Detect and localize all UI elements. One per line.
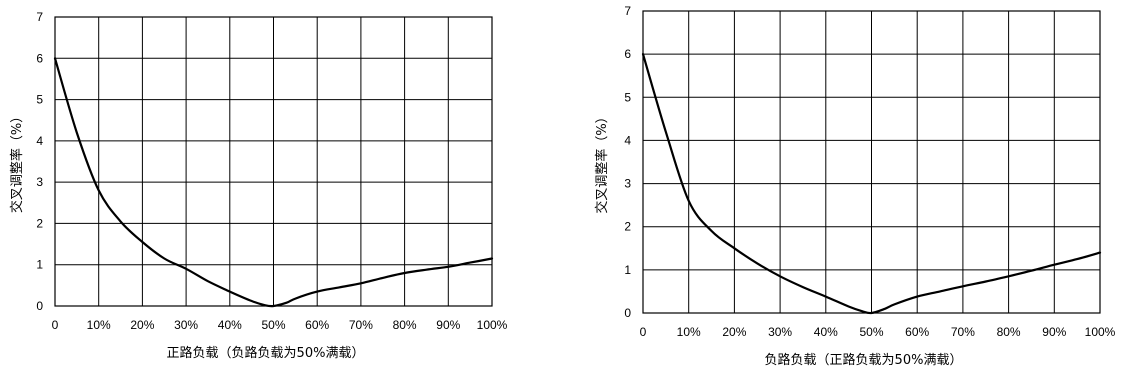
y-tick-label: 6 [624,47,631,61]
x-tick-label: 80% [393,318,417,332]
x-tick-label: 0 [640,325,647,339]
x-tick-label: 70% [951,325,975,339]
x-tick-label: 100% [1085,325,1116,339]
x-axis-title: 负路负载（正路负载为50%满载） [765,352,963,368]
y-tick-label: 2 [36,216,43,230]
series-line [641,53,1102,315]
x-axis-title: 正路负载（负路负载为50%满载） [167,345,365,361]
x-tick-label: 40% [814,325,838,339]
right-chart: 0 1 2 3 4 5 6 7 0 10% 20% 30% 40% 50% 60% 70% 80% 90% 100%… [565,0,1125,378]
x-tick-label: 60% [305,318,329,332]
y-tick-label: 4 [624,133,631,147]
left-chart: 0 1 2 3 4 5 6 7 0 10% 20% 30% 40% 50% 60% 70% 80% 90% 100%… [0,0,560,378]
y-tick-label: 0 [624,306,631,320]
y-tick-label: 6 [36,51,43,65]
y-tick-label: 5 [624,90,631,104]
grid [54,16,493,307]
x-tick-label: 10% [87,318,111,332]
x-tick-label: 20% [722,325,746,339]
x-tick-label: 50% [859,325,883,339]
y-axis-title: 交叉调整率（%） [594,110,610,213]
x-tick-label: 40% [218,318,242,332]
y-tick-label: 1 [36,258,43,272]
y-tick-label: 3 [624,177,631,191]
series-line [53,57,494,308]
y-tick-label: 7 [36,10,43,24]
y-tick-label: 2 [624,220,631,234]
x-tick-label: 60% [905,325,929,339]
grid [642,10,1101,314]
y-tick-label: 1 [624,263,631,277]
x-tick-label: 30% [768,325,792,339]
x-tick-label: 30% [174,318,198,332]
x-tick-label: 80% [997,325,1021,339]
y-tick-label: 7 [624,4,631,18]
y-tick-label: 3 [36,175,43,189]
left-chart-svg: 0 1 2 3 4 5 6 7 0 10% 20% 30% 40% 50% 60% 70% 80% 90% 100%… [9,10,508,361]
y-tick-label: 5 [36,93,43,107]
y-axis-title: 交叉调整率（%） [9,110,25,213]
y-tick-label: 4 [36,134,43,148]
x-tick-label: 90% [436,318,460,332]
x-tick-label: 50% [261,318,285,332]
y-tick-label: 0 [36,299,43,313]
x-tick-label: 100% [477,318,508,332]
x-tick-label: 20% [130,318,154,332]
x-tick-label: 0 [52,318,59,332]
x-tick-label: 90% [1042,325,1066,339]
x-tick-label: 70% [349,318,373,332]
right-chart-svg: 0 1 2 3 4 5 6 7 0 10% 20% 30% 40% 50% 60% 70% 80% 90% 100%… [594,4,1116,368]
x-tick-label: 10% [677,325,701,339]
